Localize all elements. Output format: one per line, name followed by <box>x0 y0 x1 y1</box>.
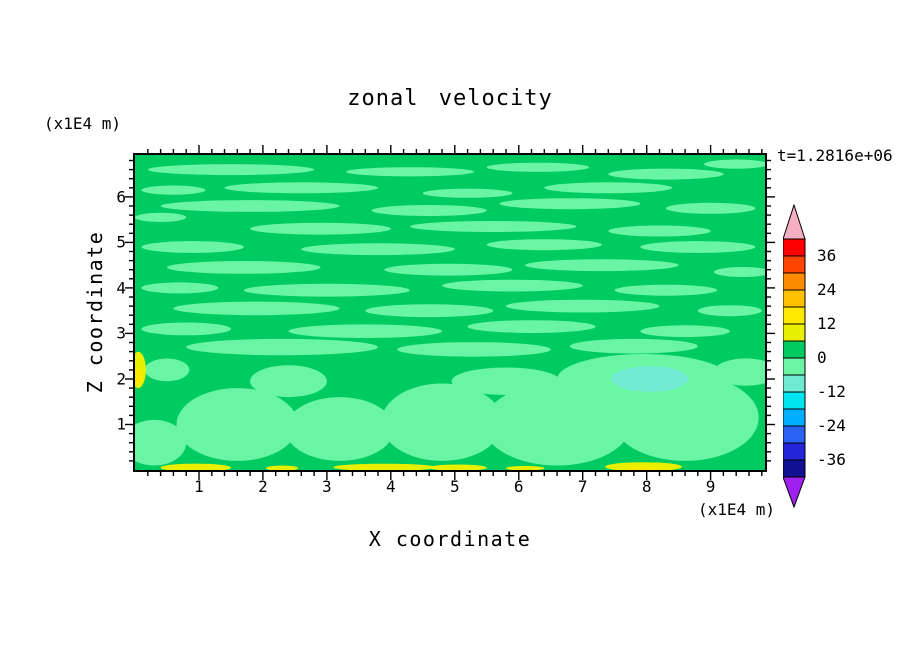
colorbar-tick-label: 12 <box>817 314 837 333</box>
x-tick-label: 3 <box>322 477 332 496</box>
x-axis-title: X coordinate <box>368 527 532 551</box>
contour-plot <box>133 153 767 472</box>
x-tick-label: 9 <box>705 477 716 496</box>
x-tick-label: 5 <box>449 477 460 496</box>
chart-title: zonal velocity <box>347 86 553 111</box>
colorbar-tick-label: 24 <box>817 280 837 299</box>
x-tick-label: 6 <box>513 477 524 496</box>
colorbar-tick-label: 36 <box>817 246 837 265</box>
z-tick-label: 6 <box>116 187 126 207</box>
x-tick-label: 7 <box>577 477 588 496</box>
colorbar-tick-label: -36 <box>817 450 846 469</box>
colorbar-tick-label: -12 <box>817 382 846 401</box>
colorbar-gradient <box>783 204 806 509</box>
z-tick-label: 2 <box>116 369 126 389</box>
z-tick-label: 5 <box>116 232 126 252</box>
x-tick-label: 4 <box>386 477 396 496</box>
x-tick-label: 8 <box>641 477 652 496</box>
z-tick-label: 3 <box>116 323 126 343</box>
z-tick-label: 4 <box>116 278 126 298</box>
colorbar: 36 24 12 0 -12 -24 -36 <box>783 204 893 519</box>
x-tick-label: 2 <box>258 477 268 496</box>
contour-field <box>135 155 765 470</box>
y-axis-units: (x1E4 m) <box>44 114 122 133</box>
x-tick-label: 1 <box>194 477 204 496</box>
z-tick-label: 1 <box>116 414 126 434</box>
x-axis-units: (x1E4 m) <box>697 500 775 519</box>
time-annotation: t=1.2816e+06 <box>777 146 893 165</box>
colorbar-tick-label: -24 <box>817 416 846 435</box>
colorbar-tick-label: 0 <box>817 348 827 367</box>
